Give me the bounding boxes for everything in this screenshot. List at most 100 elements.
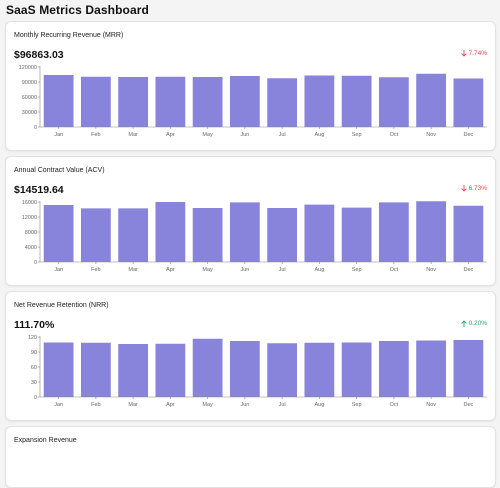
card-title: Net Revenue Retention (NRR): [14, 302, 109, 309]
bar-sep[interactable]: [341, 207, 372, 262]
bar-mar[interactable]: [118, 208, 149, 262]
arrow-up-icon: [460, 320, 467, 327]
nrr-card: Net Revenue Retention (NRR) 111.70% 0.20…: [5, 291, 496, 421]
x-tick-label: May: [202, 132, 213, 138]
x-tick-label: Feb: [91, 267, 100, 273]
bar-apr[interactable]: [155, 202, 186, 262]
bar-apr[interactable]: [155, 343, 186, 397]
bar-aug[interactable]: [304, 204, 335, 262]
bar-oct[interactable]: [378, 341, 409, 397]
x-tick-label: May: [202, 267, 213, 273]
y-tick-label: 12000: [22, 215, 37, 221]
bar-may[interactable]: [192, 77, 223, 127]
x-tick-label: Mar: [128, 132, 138, 138]
change-value: 0.20%: [468, 320, 487, 327]
bar-feb[interactable]: [80, 76, 111, 127]
card-value: $96863.03: [14, 49, 64, 61]
y-tick-label: 120000: [19, 65, 37, 71]
bar-dec[interactable]: [453, 205, 484, 262]
acv-bar-chart: 0 4000 8000 12000 16000 Jan Feb Mar Apr May Jun Jul…: [22, 200, 487, 273]
bar-nov[interactable]: [416, 201, 447, 262]
x-tick-label: Oct: [390, 402, 399, 408]
x-tick-label: Jul: [279, 132, 286, 138]
acv-card: Annual Contract Value (ACV) $14519.64 6.…: [5, 156, 496, 286]
bar-jun[interactable]: [229, 76, 260, 127]
bar-oct[interactable]: [378, 202, 409, 262]
change-indicator: 0.20%: [460, 320, 487, 327]
card-value: 111.70%: [14, 319, 55, 331]
bar-feb[interactable]: [80, 208, 111, 262]
mrr-card: Monthly Recurring Revenue (MRR) $96863.0…: [5, 21, 496, 151]
bar-sep[interactable]: [341, 342, 372, 398]
y-tick-label: 0: [34, 125, 37, 131]
bar-aug[interactable]: [304, 75, 335, 128]
bar-mar[interactable]: [118, 344, 149, 397]
bar-mar[interactable]: [118, 77, 149, 127]
card-value: $14519.64: [14, 184, 64, 196]
y-tick-label: 30: [31, 380, 37, 386]
x-tick-label: Aug: [314, 402, 324, 408]
change-indicator: 7.74%: [460, 50, 487, 57]
bar-sep[interactable]: [341, 75, 372, 127]
x-tick-label: Jan: [54, 267, 63, 273]
x-tick-label: Sep: [352, 267, 362, 273]
bar-may[interactable]: [192, 208, 223, 262]
y-tick-label: 8000: [25, 230, 37, 236]
bar-nov[interactable]: [416, 340, 447, 398]
bar-may[interactable]: [192, 338, 223, 397]
bar-jan[interactable]: [43, 342, 74, 398]
x-tick-label: Jul: [279, 402, 286, 408]
x-tick-label: Dec: [463, 267, 473, 273]
x-tick-label: Mar: [128, 267, 138, 273]
change-indicator: 6.73%: [460, 185, 487, 192]
y-tick-label: 90000: [22, 80, 37, 86]
y-tick-label: 0: [34, 260, 37, 266]
bar-dec[interactable]: [453, 340, 484, 397]
y-tick-label: 90: [31, 350, 37, 356]
bar-jan[interactable]: [43, 75, 74, 127]
y-tick-label: 4000: [25, 245, 37, 251]
x-tick-label: Aug: [314, 132, 324, 138]
y-tick-label: 120: [28, 335, 37, 341]
x-tick-label: Apr: [166, 402, 175, 408]
x-tick-label: Nov: [426, 402, 436, 408]
bar-nov[interactable]: [416, 73, 447, 127]
x-tick-label: Jun: [240, 402, 249, 408]
x-tick-label: Feb: [91, 402, 100, 408]
expansion-revenue-card: Expansion Revenue: [5, 426, 496, 488]
bar-oct[interactable]: [378, 77, 409, 127]
card-title: Monthly Recurring Revenue (MRR): [14, 32, 124, 39]
y-tick-label: 30000: [22, 110, 37, 116]
x-tick-label: May: [202, 402, 213, 408]
change-value: 6.73%: [468, 185, 487, 192]
y-tick-label: 16000: [22, 200, 37, 206]
card-title: Annual Contract Value (ACV): [14, 167, 105, 174]
y-tick-label: 60: [31, 365, 37, 371]
bar-feb[interactable]: [80, 342, 111, 397]
x-tick-label: Dec: [463, 402, 473, 408]
bar-jul[interactable]: [267, 343, 298, 397]
x-tick-label: Apr: [166, 132, 175, 138]
x-tick-label: Jun: [240, 267, 249, 273]
mrr-bar-chart: 0 30000 60000 90000 120000 Jan Feb Mar Apr May Jun…: [19, 65, 487, 138]
bar-jun[interactable]: [229, 341, 260, 397]
bar-jul[interactable]: [267, 78, 298, 127]
x-tick-label: Jun: [240, 132, 249, 138]
x-tick-label: Apr: [166, 267, 175, 273]
x-tick-label: Aug: [314, 267, 324, 273]
bar-jul[interactable]: [267, 208, 298, 262]
y-tick-label: 0: [34, 395, 37, 401]
x-tick-label: Jan: [54, 402, 63, 408]
card-title: Expansion Revenue: [14, 437, 77, 444]
bar-aug[interactable]: [304, 342, 335, 397]
arrow-down-icon: [460, 185, 467, 192]
bar-jun[interactable]: [229, 202, 260, 262]
x-tick-label: Jul: [279, 267, 286, 273]
page-title: SaaS Metrics Dashboard: [6, 3, 149, 17]
bar-jan[interactable]: [43, 205, 74, 262]
x-tick-label: Feb: [91, 132, 100, 138]
bar-apr[interactable]: [155, 76, 186, 127]
bar-dec[interactable]: [453, 78, 484, 128]
y-tick-label: 60000: [22, 95, 37, 101]
x-tick-label: Jan: [54, 132, 63, 138]
